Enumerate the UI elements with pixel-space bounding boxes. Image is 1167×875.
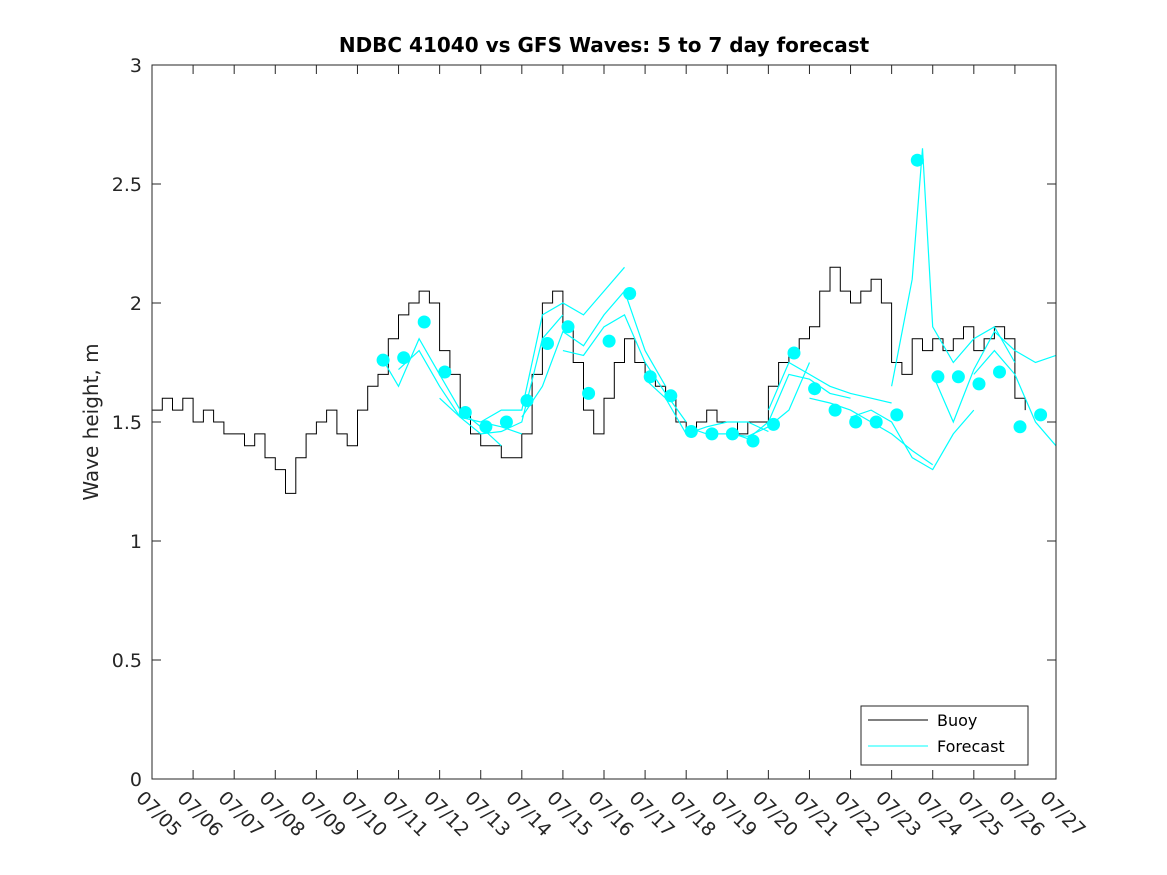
forecast-marker bbox=[951, 370, 965, 384]
buoy-line bbox=[152, 266, 1026, 494]
x-tick-label: 07/19 bbox=[707, 787, 761, 841]
forecast-marker bbox=[479, 420, 493, 434]
forecast-marker bbox=[643, 370, 657, 384]
y-tick-label: 0 bbox=[130, 769, 142, 791]
y-tick-label: 0.5 bbox=[112, 650, 142, 672]
forecast-marker bbox=[397, 351, 411, 365]
forecast-marker bbox=[1013, 420, 1027, 434]
x-tick-label: 07/05 bbox=[131, 787, 185, 841]
y-tick-label: 3 bbox=[130, 55, 142, 77]
forecast-marker bbox=[931, 370, 945, 384]
y-axis-label: Wave height, m bbox=[79, 343, 103, 500]
x-tick-label: 07/22 bbox=[830, 787, 884, 841]
y-tick-label: 1.5 bbox=[112, 412, 142, 434]
x-tick-label: 07/16 bbox=[583, 787, 637, 841]
x-tick-label: 07/11 bbox=[378, 787, 432, 841]
forecast-marker bbox=[520, 394, 534, 408]
x-tick-label: 07/17 bbox=[625, 787, 679, 841]
forecast-marker bbox=[664, 389, 678, 403]
forecast-marker bbox=[417, 315, 431, 329]
forecast-line bbox=[973, 349, 1056, 447]
forecast-line bbox=[521, 289, 667, 418]
forecast-line bbox=[562, 314, 687, 423]
x-tick-label: 07/25 bbox=[953, 787, 1007, 841]
x-tick-label: 07/21 bbox=[789, 787, 843, 841]
forecast-marker bbox=[787, 346, 801, 360]
forecast-marker bbox=[376, 353, 390, 367]
series-layer bbox=[152, 148, 1056, 494]
forecast-marker bbox=[602, 334, 616, 348]
legend: Buoy Forecast bbox=[860, 705, 1029, 766]
x-tick-label: 07/14 bbox=[501, 787, 555, 841]
forecast-marker bbox=[561, 320, 575, 334]
forecast-marker bbox=[767, 417, 780, 431]
forecast-line bbox=[850, 409, 975, 471]
forecast-marker bbox=[1034, 408, 1048, 422]
x-tick-label: 07/10 bbox=[337, 787, 391, 841]
x-tick-label: 07/07 bbox=[214, 787, 268, 841]
legend-box bbox=[860, 705, 1029, 766]
forecast-marker bbox=[972, 377, 986, 391]
x-tick-label: 07/12 bbox=[419, 787, 473, 841]
forecast-line bbox=[480, 266, 625, 423]
forecast-marker bbox=[582, 386, 596, 400]
x-tick-label: 07/09 bbox=[296, 787, 350, 841]
forecast-marker bbox=[705, 427, 719, 441]
forecast-line bbox=[767, 361, 892, 411]
x-tick-label: 07/23 bbox=[871, 787, 925, 841]
forecast-marker bbox=[746, 434, 760, 448]
y-tick-label: 2 bbox=[130, 293, 142, 315]
x-tick-label: 07/24 bbox=[912, 787, 966, 841]
x-tick-label: 07/13 bbox=[460, 787, 514, 841]
forecast-line bbox=[891, 148, 1016, 387]
chart-title: NDBC 41040 vs GFS Waves: 5 to 7 day fore… bbox=[339, 33, 870, 57]
forecast-marker bbox=[808, 382, 822, 396]
y-tick-label: 1 bbox=[130, 531, 142, 553]
forecast-line bbox=[439, 314, 564, 435]
x-tick-label: 07/08 bbox=[255, 787, 309, 841]
legend-label-buoy: Buoy bbox=[937, 711, 977, 730]
forecast-marker bbox=[993, 365, 1006, 379]
forecast-line bbox=[809, 397, 934, 466]
x-tick-label: 07/27 bbox=[1035, 787, 1089, 841]
forecast-marker bbox=[623, 287, 637, 300]
forecast-marker bbox=[541, 337, 554, 350]
x-tick-label: 07/20 bbox=[748, 787, 802, 841]
forecast-marker bbox=[684, 425, 698, 438]
forecast-marker-layer bbox=[376, 153, 1048, 448]
forecast-marker bbox=[438, 365, 452, 379]
forecast-marker bbox=[828, 403, 842, 417]
x-tick-label: 07/06 bbox=[173, 787, 227, 841]
x-tick-label: 07/15 bbox=[542, 787, 596, 841]
forecast-line bbox=[932, 330, 1056, 424]
y-tick-label: 2.5 bbox=[112, 174, 142, 196]
forecast-line bbox=[644, 378, 769, 435]
forecast-marker bbox=[869, 415, 883, 429]
x-tick-label: 07/18 bbox=[666, 787, 720, 841]
x-tick-label: 07/26 bbox=[994, 787, 1048, 841]
forecast-marker bbox=[849, 415, 863, 429]
forecast-marker bbox=[458, 406, 472, 419]
legend-label-forecast: Forecast bbox=[937, 737, 1005, 756]
forecast-marker bbox=[499, 415, 513, 429]
forecast-marker bbox=[910, 153, 924, 167]
forecast-marker bbox=[725, 427, 739, 441]
forecast-marker bbox=[890, 408, 904, 422]
